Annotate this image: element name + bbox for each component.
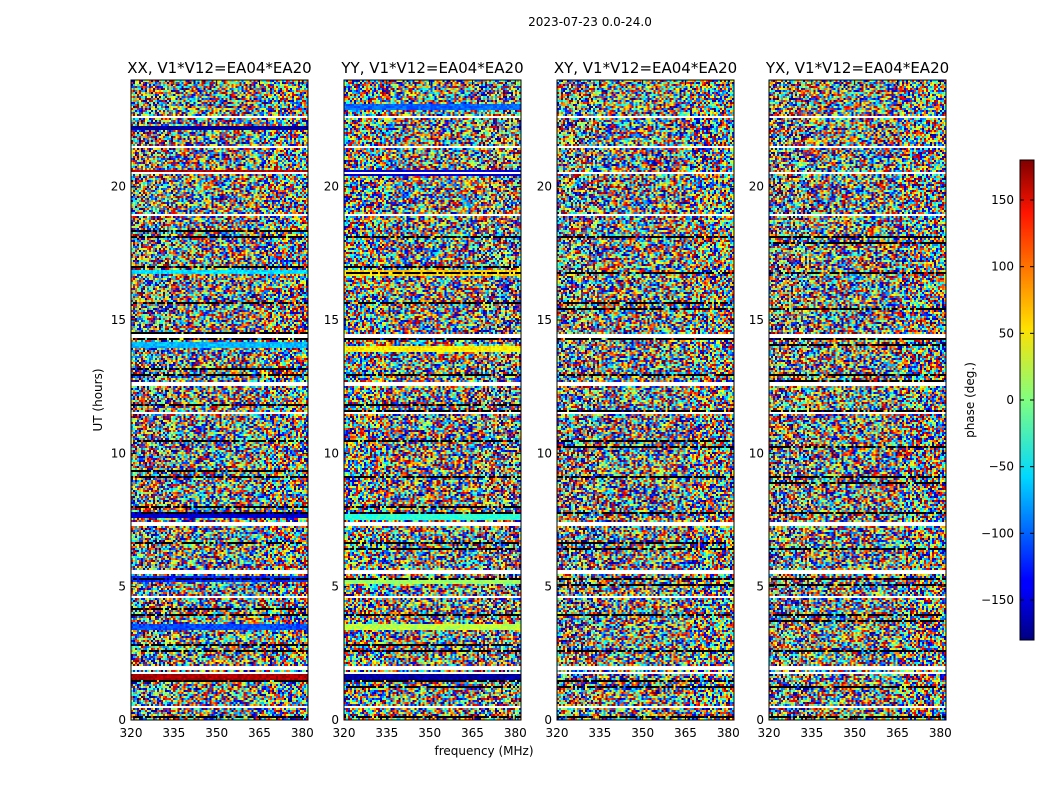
x-tick-label: 380 <box>504 726 527 740</box>
figure-suptitle: 2023-07-23 0.0-24.0 <box>528 15 652 29</box>
x-tick-label: 365 <box>248 726 271 740</box>
colorbar-label: phase (deg.) <box>963 362 977 438</box>
panel-title-yy: YY, V1*V12=EA04*EA20 <box>340 59 523 77</box>
colorbar-tick-label: 150 <box>991 193 1014 207</box>
y-tick-label: 0 <box>118 713 126 727</box>
waterfall-image-xy <box>557 80 734 720</box>
panel-title-yx: YX, V1*V12=EA04*EA20 <box>765 59 949 77</box>
x-tick-label: 380 <box>929 726 952 740</box>
y-tick-label: 5 <box>756 580 764 594</box>
y-tick-label: 10 <box>749 446 764 460</box>
x-tick-label: 320 <box>120 726 143 740</box>
y-tick-label: 20 <box>111 180 126 194</box>
x-axis-label: frequency (MHz) <box>434 744 533 758</box>
panel-xy: XY, V1*V12=EA04*EA20 320 335 350 365 380 0 5 10 1… <box>537 59 740 740</box>
y-axis-label: UT (hours) <box>91 368 105 431</box>
y-tick-label: 15 <box>324 313 339 327</box>
panel-yx: YX, V1*V12=EA04*EA20 320 335 350 365 380 0 5 10 1… <box>749 59 952 740</box>
panel-xx: XX, V1*V12=EA04*EA20 320 335 350 365 380 0 5 10 1… <box>111 59 314 740</box>
y-tick-label: 0 <box>756 713 764 727</box>
y-tick-label: 5 <box>544 580 552 594</box>
x-tick-label: 335 <box>375 726 398 740</box>
y-tick-label: 20 <box>749 180 764 194</box>
panel-frame <box>130 79 309 721</box>
x-tick-label: 350 <box>205 726 228 740</box>
panel-title-xy: XY, V1*V12=EA04*EA20 <box>554 59 737 77</box>
y-tick-label: 20 <box>324 180 339 194</box>
panel-title-xx: XX, V1*V12=EA04*EA20 <box>127 59 311 77</box>
panel-frame <box>768 79 947 721</box>
colorbar-tick-label: −150 <box>981 593 1014 607</box>
x-tick-label: 365 <box>886 726 909 740</box>
panel-frame <box>556 79 735 721</box>
x-tick-label: 350 <box>631 726 654 740</box>
colorbar: phase (deg.) −150 −100 −50 0 50 100 150 <box>963 159 1035 641</box>
y-tick-label: 15 <box>537 313 552 327</box>
y-tick-label: 10 <box>111 446 126 460</box>
colorbar-tick-label: 0 <box>1006 393 1014 407</box>
x-tick-label: 380 <box>717 726 740 740</box>
y-tick-label: 0 <box>331 713 339 727</box>
y-tick-label: 15 <box>749 313 764 327</box>
y-tick-label: 5 <box>118 580 126 594</box>
panel-frame <box>343 79 522 721</box>
x-tick-label: 320 <box>333 726 356 740</box>
panel-yy: YY, V1*V12=EA04*EA20 320 335 350 365 380 0 5 10 1… <box>324 59 527 740</box>
x-tick-label: 320 <box>546 726 569 740</box>
colorbar-tick-label: 50 <box>999 326 1014 340</box>
x-tick-label: 380 <box>291 726 314 740</box>
x-tick-label: 335 <box>800 726 823 740</box>
x-tick-label: 335 <box>588 726 611 740</box>
x-tick-label: 320 <box>758 726 781 740</box>
waterfall-image-yx <box>769 80 946 720</box>
y-tick-label: 10 <box>537 446 552 460</box>
x-tick-label: 365 <box>461 726 484 740</box>
panels-group: XX, V1*V12=EA04*EA20 320 335 350 365 380 0 5 10 1… <box>111 59 952 740</box>
x-tick-label: 350 <box>843 726 866 740</box>
colorbar-tick-label: 100 <box>991 260 1014 274</box>
colorbar-tick-label: −50 <box>989 460 1014 474</box>
x-tick-label: 365 <box>674 726 697 740</box>
colorbar-tick-label: −100 <box>981 526 1014 540</box>
y-tick-label: 5 <box>331 580 339 594</box>
waterfall-image-xx <box>131 80 308 720</box>
waterfall-image-yy <box>344 80 521 720</box>
x-tick-label: 350 <box>418 726 441 740</box>
y-tick-label: 10 <box>324 446 339 460</box>
y-tick-label: 0 <box>544 713 552 727</box>
x-tick-label: 335 <box>162 726 185 740</box>
y-tick-label: 20 <box>537 180 552 194</box>
y-tick-label: 15 <box>111 313 126 327</box>
